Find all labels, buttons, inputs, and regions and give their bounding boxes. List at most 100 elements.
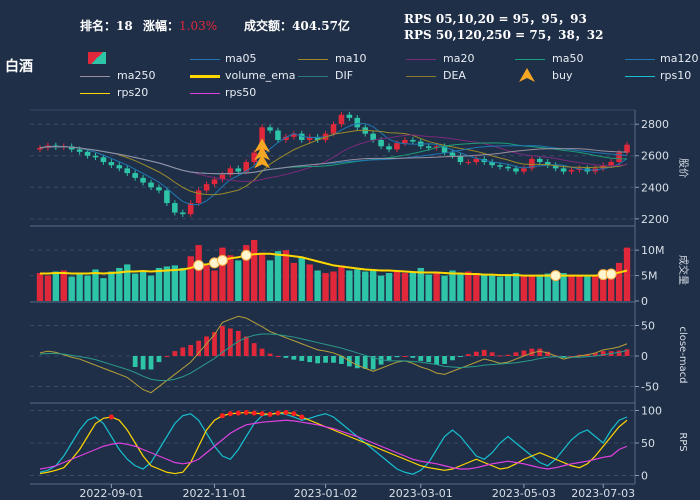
volume-bar [496,276,504,301]
volume-bar [314,270,321,301]
legend-swatch-dea [406,76,436,77]
volume-bar [219,247,226,301]
volume-bar [560,273,567,301]
macd-hist-bar [473,351,479,356]
macd-hist-bar [212,332,217,356]
candle-body [251,152,257,163]
rps-threshold-marker [219,413,225,419]
volume-bar [425,274,432,301]
volume-bar [441,275,448,301]
macd-hist-bar [481,349,487,356]
macd-hist-bar [545,351,551,356]
volume-bar [528,275,536,301]
rps-threshold-marker [267,411,273,417]
legend-swatch-ma20 [406,59,436,60]
volume-ema-line [39,252,628,277]
macd-hist-bar [148,356,154,370]
macd-hist-bar [172,351,178,356]
candle-body [568,169,575,172]
macd-hist-bar [362,356,368,369]
volume-bar [409,271,417,301]
rps-threshold-marker [243,409,249,415]
candle-body [148,182,154,188]
rps-line-rps50 [39,419,628,470]
candle-body [195,190,202,204]
rps-threshold-marker [251,410,257,416]
legend-swatch-ma120 [625,59,655,60]
volume-bar [36,273,44,301]
candle-body [552,165,559,169]
macd-hist-bar [140,356,146,370]
candle-body [116,165,123,169]
rps-line-2: RPS 50,120,250 = 75，38，32 [404,28,604,42]
macd-hist-bar [299,356,305,361]
volume-bar [92,269,99,301]
candle-body [536,158,543,163]
macd-hist-bar [275,356,281,357]
volume-bar [512,273,520,301]
price-axis-label: 股价 [677,158,689,178]
price-tick-label: 2800 [641,118,669,131]
candle-body [219,174,226,180]
candle-body [394,143,400,150]
volume-bar [385,273,393,301]
volume-bar [187,256,194,301]
volume-bar [116,267,123,301]
rps-axis-label: RPS [677,432,688,451]
macd-hist-bar [204,336,209,356]
volume-bar [377,275,385,301]
volume-bar [401,273,409,301]
x-tick-label: 2022-11-01 [183,487,247,500]
legend-swatch-rps20 [80,93,110,94]
macd-tick-label: -50 [641,381,659,394]
candle-body [68,146,75,150]
macd-hist-bar [569,356,574,357]
candle-body [624,144,630,153]
volume-bar [258,252,266,301]
volume-bar [449,270,456,301]
candle-body [330,124,337,134]
macd-hist-bar [616,350,622,356]
candle-body [84,151,91,156]
volume-bar [147,275,155,301]
rank-label: 排名：18 [80,19,133,33]
volume-bar [520,276,528,301]
candle-body [465,162,472,164]
volume-bar [615,262,623,301]
price-tick-label: 2200 [641,213,669,226]
volume-bar [346,270,353,301]
macd-hist-bar [442,356,447,364]
ma-line-ma05 [39,123,628,206]
volume-tick-label: 0 [641,295,648,308]
macd-hist-bar [267,353,273,356]
macd-hist-bar [370,356,376,370]
volume-bar [576,275,583,301]
rps-threshold-marker [108,414,114,420]
candle-body [283,136,289,140]
volume-bar [322,273,329,301]
macd-hist-bar [386,356,392,361]
volume-bar [465,271,472,301]
legend: ma05 ma10 ma20 ma50 ma120 ma250 volume_e… [0,50,700,106]
macd-hist-bar [592,352,598,356]
candle-body [211,179,218,185]
buy-signal-marker [254,146,271,161]
volume-bar [417,267,424,301]
candle-body [529,158,535,169]
candle-body [164,190,170,204]
legend-buy-icon [519,68,535,82]
macd-hist-bar [577,354,582,356]
volume-bar [211,270,218,301]
candle-body [410,139,416,142]
candle-body [457,155,464,163]
x-tick-label: 2023-07-03 [571,487,635,500]
macd-hist-bar [505,354,511,356]
volume-bar [171,265,179,301]
macd-hist-bar [196,340,202,356]
macd-hist-bar [450,356,455,361]
rps-threshold-marker [291,411,297,417]
rps-threshold-marker [299,414,305,420]
macd-hist-bar [489,352,495,356]
legend-label-ma20: ma20 [443,52,475,65]
candle-body [53,145,59,148]
